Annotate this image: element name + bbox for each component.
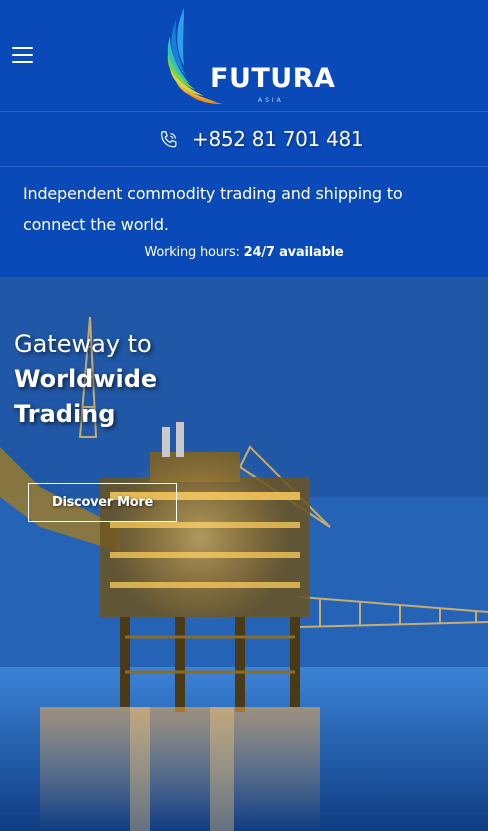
working-hours-label: Working hours: [144, 245, 240, 260]
phone-number-link[interactable]: +852 81 701 481 [192, 127, 364, 151]
site-header: FUTURA ASIA [0, 0, 488, 112]
futura-logo[interactable]: FUTURA ASIA [162, 6, 335, 106]
offshore-oil-platform-image [0, 277, 488, 831]
hero-heading-line-2: Worldwide [14, 365, 158, 393]
company-tagline: Independent commodity trading and shippi… [23, 184, 403, 234]
hero-banner: Gateway to Worldwide Trading Discover Mo… [0, 277, 488, 831]
intro-section: Independent commodity trading and shippi… [0, 168, 488, 277]
logo-wordmark: FUTURA [210, 63, 336, 94]
phone-icon [161, 131, 177, 148]
hamburger-menu-icon[interactable] [12, 47, 34, 65]
hero-heading-line-1: Gateway to [14, 330, 152, 358]
working-hours-value: 24/7 available [243, 245, 344, 260]
logo-subtitle: ASIA [258, 97, 284, 104]
hero-heading: Gateway to Worldwide Trading [14, 327, 157, 432]
hero-heading-line-3: Trading [14, 400, 116, 428]
discover-more-button[interactable]: Discover More [28, 483, 177, 522]
working-hours: Working hours: 24/7 available [0, 245, 488, 260]
wing-logo-icon [167, 8, 222, 104]
phone-bar: +852 81 701 481 [0, 113, 488, 167]
